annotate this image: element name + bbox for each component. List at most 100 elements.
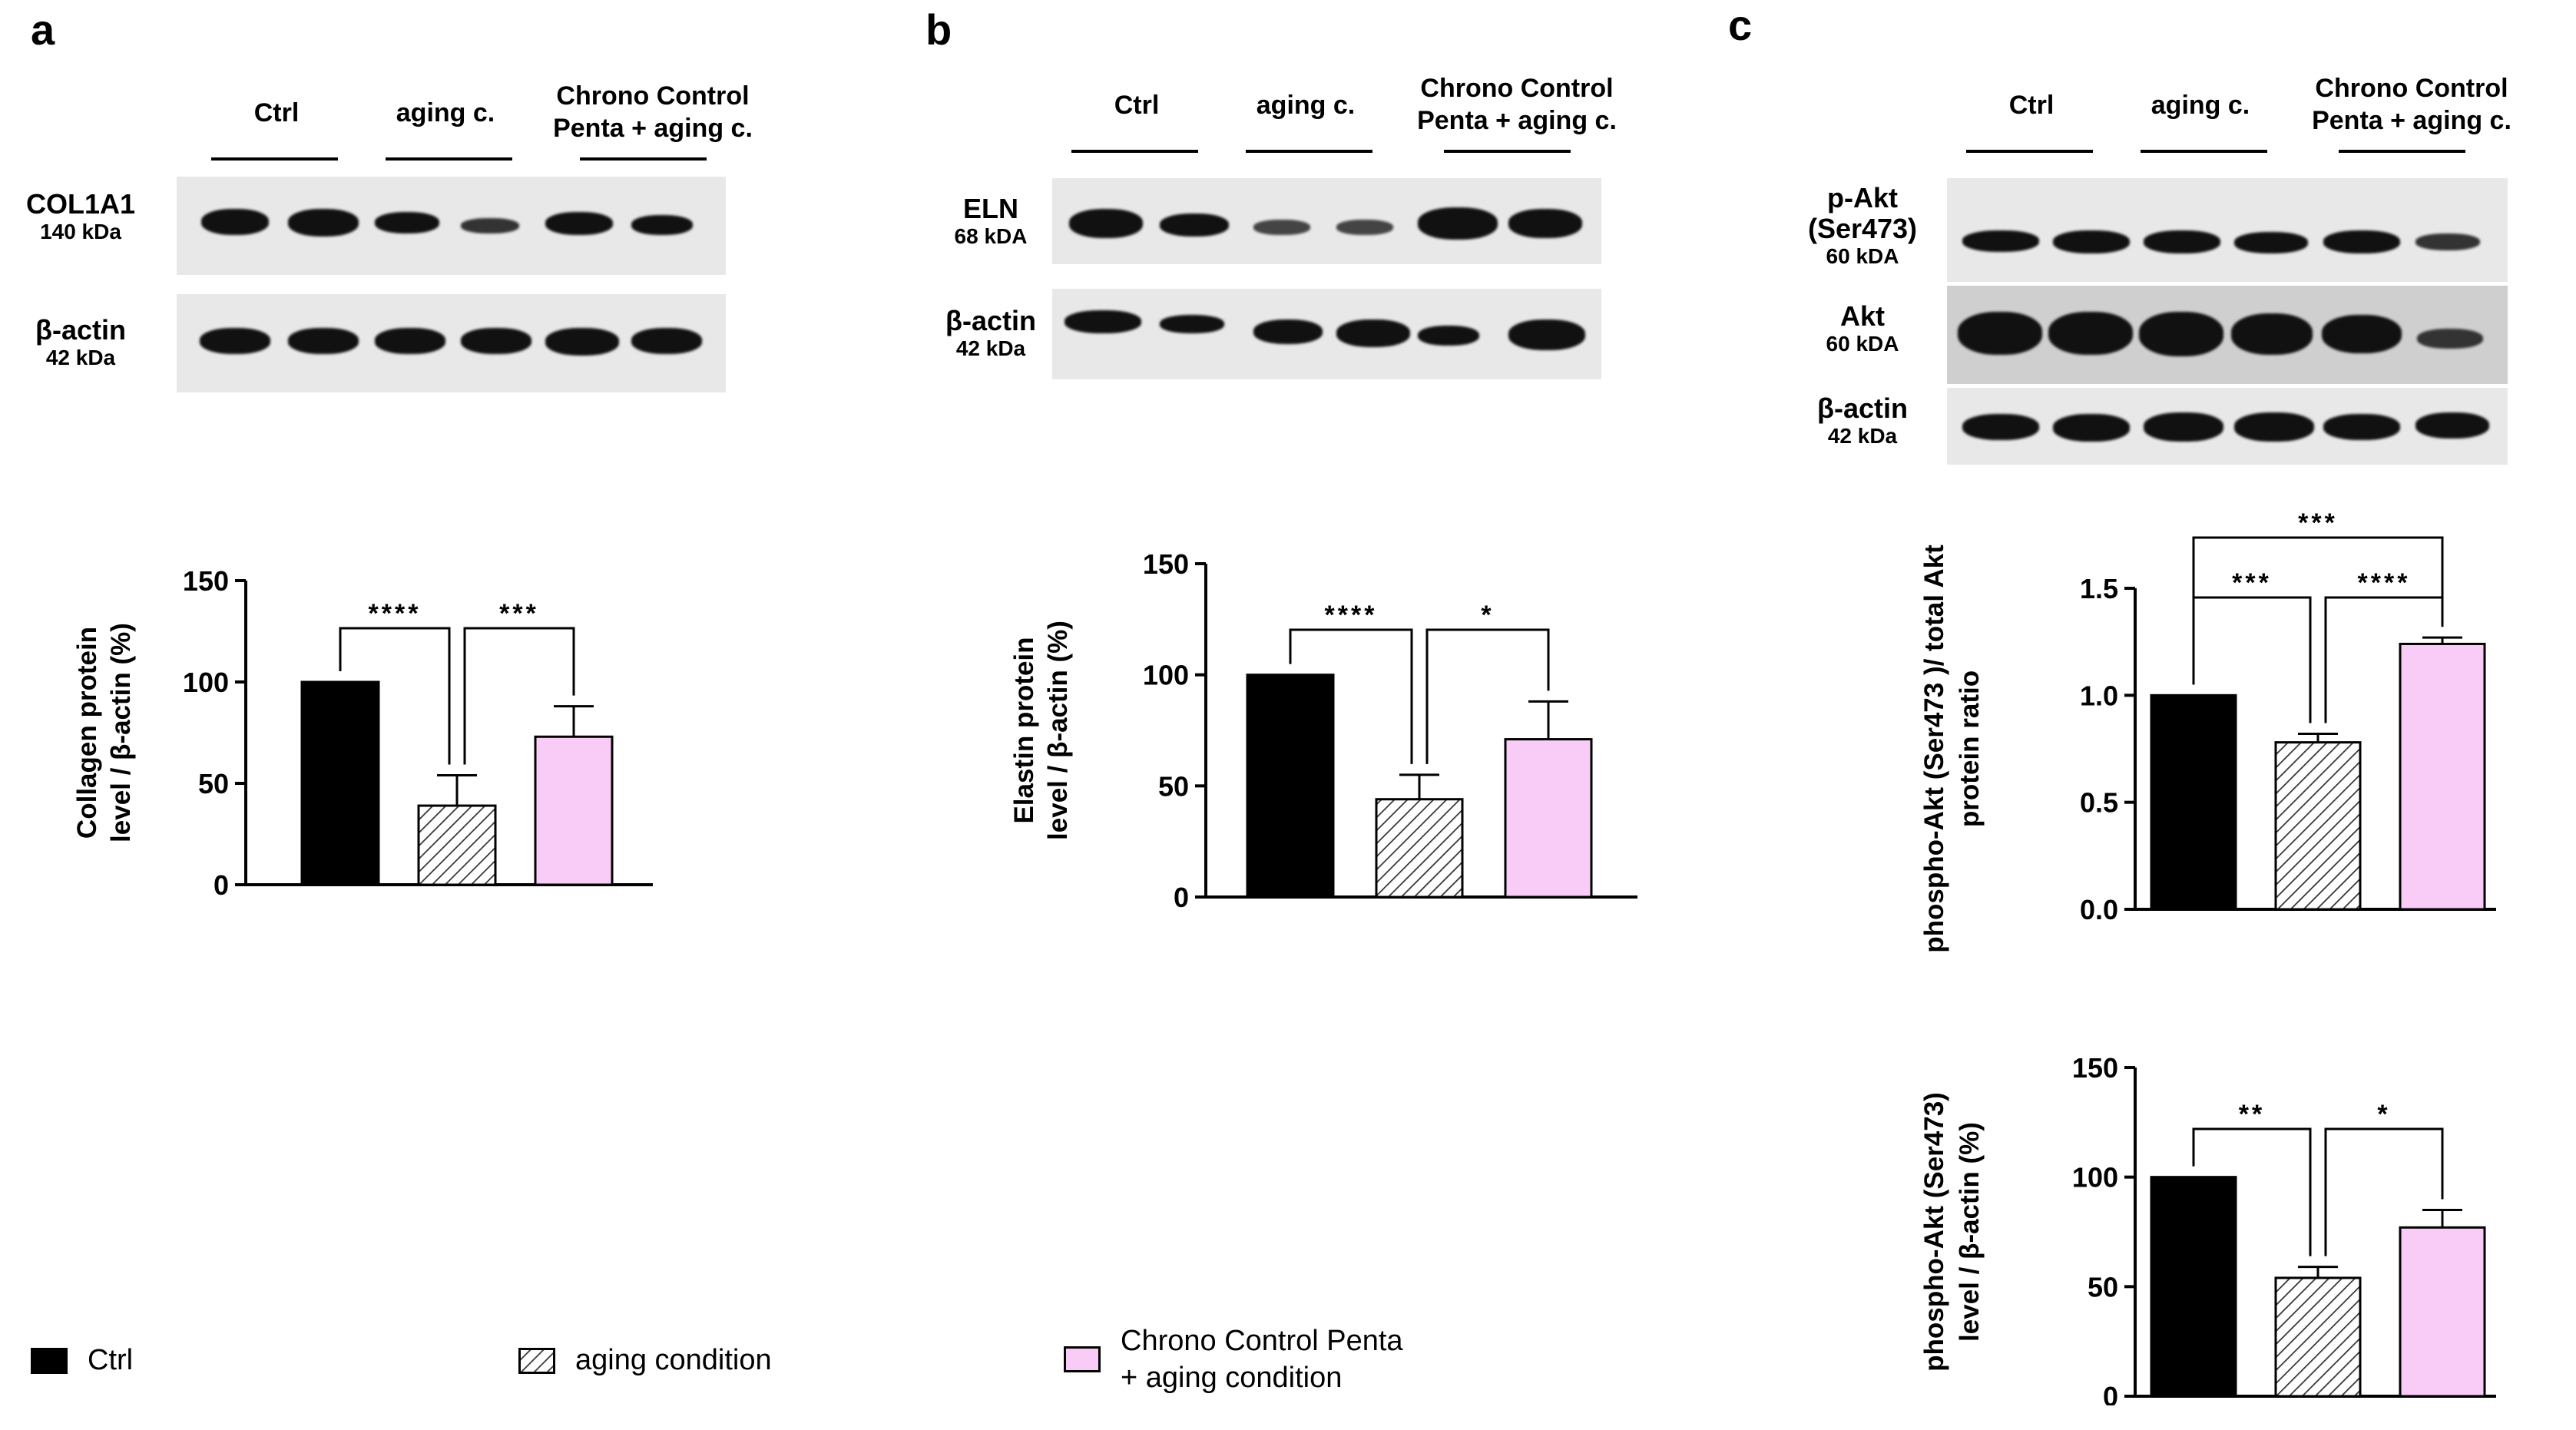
significance-label: *	[2377, 1100, 2390, 1129]
chart-collagen: 0 50 100 150 Collagen protein level / β-actin…	[72, 565, 653, 901]
blot-label-eln: ELN 68 kDA	[954, 193, 1028, 249]
y-axis-label-line2: protein ratio	[1955, 670, 1985, 827]
y-axis-label-line2: level / β-actin (%)	[1955, 1122, 1985, 1342]
bar-aging	[417, 804, 497, 886]
group-label-chrono-1: Chrono Control	[556, 81, 750, 111]
y-axis-label-line1: phospho-Akt (Ser473)	[1919, 1092, 1949, 1372]
legend-item-aging: aging condition	[518, 1344, 772, 1377]
group-label-aging-b: aging c.	[1256, 91, 1356, 120]
blot-actin-c	[1947, 388, 2508, 465]
group-line-aging-c	[2141, 150, 2267, 153]
panel-label-a: a	[31, 5, 55, 54]
blot-label-actin-b: β-actin 42 kDa	[945, 305, 1036, 361]
group-label-chrono-b-2: Penta + aging c.	[1417, 106, 1617, 135]
group-line-ctrl	[211, 157, 338, 161]
group-line-aging	[386, 157, 512, 161]
blot-pakt	[1947, 178, 2508, 282]
y-axis-label: phospho-Akt (Ser473 )/ total Akt protein …	[1919, 545, 1985, 953]
legend-item-ctrl: Ctrl	[31, 1344, 133, 1377]
y-axis-label-line1: phospho-Akt (Ser473 )/ total Akt	[1919, 545, 1949, 953]
y-tick-label: 100	[2072, 1162, 2118, 1193]
group-line-chrono	[580, 157, 707, 161]
significance-label: ***	[2232, 568, 2272, 597]
bar-chrono	[1504, 738, 1593, 899]
group-label-chrono-c-2: Penta + aging c.	[2312, 106, 2511, 135]
y-tick-label: 0	[2103, 1381, 2118, 1405]
significance-bracket	[339, 627, 451, 765]
y-tick-label: 1.0	[2080, 680, 2118, 711]
legend-swatch-chrono	[1064, 1346, 1101, 1372]
blot-actin-b	[1052, 289, 1601, 379]
y-tick-label: 150	[183, 565, 229, 597]
significance-label: ****	[2358, 568, 2411, 597]
group-label-ctrl: Ctrl	[253, 98, 300, 127]
y-tick-label: 50	[2088, 1271, 2118, 1303]
y-tick-label: 0.5	[2080, 787, 2118, 819]
y-tick-label: 0	[214, 869, 229, 901]
bar-ctrl	[300, 680, 380, 886]
blot-label-akt: Akt 60 kDA	[1826, 300, 1899, 356]
chart-pakt-actin: 0 50 100 150 phospho-Akt (Ser473) level / β-a…	[1919, 1052, 2496, 1405]
significance-label: ***	[2298, 508, 2338, 538]
bar-chrono	[2399, 1226, 2486, 1398]
group-label-chrono-b-1: Chrono Control	[1420, 74, 1614, 103]
y-axis-label: Elastin protein level / β-actin (%)	[1009, 621, 1073, 840]
y-tick-label: 100	[1143, 660, 1189, 691]
group-label-ctrl-c: Ctrl	[2008, 91, 2055, 120]
y-axis-label-line2: level / β-actin (%)	[106, 623, 136, 842]
significance-label: **	[2239, 1100, 2265, 1129]
blot-eln	[1052, 178, 1601, 264]
y-axis-label: phospho-Akt (Ser473) level / β-actin (%)	[1919, 1092, 1985, 1372]
group-line-ctrl-c	[1966, 150, 2093, 153]
group-line-aging-b	[1246, 150, 1372, 153]
y-tick-label: 50	[1158, 770, 1189, 802]
y-tick-label: 50	[198, 768, 229, 799]
legend-swatch-ctrl	[31, 1347, 68, 1374]
legend-item-chrono: Chrono Control Penta + aging condition	[1064, 1322, 1403, 1396]
y-tick-label: 1.5	[2080, 573, 2118, 604]
group-label-aging-c: aging c.	[2151, 91, 2250, 120]
significance-bracket	[1289, 628, 1413, 764]
panel-label-c: c	[1728, 1, 1753, 49]
chart-elastin: 0 50 100 150 Elastin protein level / β-actin …	[1009, 548, 1637, 913]
group-label-chrono-c-1: Chrono Control	[2315, 74, 2508, 103]
significance-bracket	[2192, 1127, 2312, 1256]
significance-bracket	[1425, 628, 1550, 764]
y-axis-label: Collagen protein level / β-actin (%)	[72, 623, 136, 842]
y-tick-label: 150	[2072, 1052, 2118, 1084]
panel-label-b: b	[925, 5, 952, 54]
blot-label-col1a1: COL1A1 140 kDa	[25, 188, 136, 244]
y-axis-label-line1: Elastin protein	[1009, 637, 1039, 823]
blot-label-actin-a: β-actin 42 kDa	[35, 314, 126, 370]
y-axis-label-line2: level / β-actin (%)	[1043, 621, 1073, 840]
bar-aging	[1375, 798, 1464, 899]
significance-bracket	[463, 627, 575, 765]
chart-pakt-ratio: 0.0 0.5 1.0 1.5 phospho-Akt (Ser473 )/ total…	[1919, 508, 2496, 953]
significance-bracket	[2192, 536, 2444, 685]
bar-chrono	[2399, 642, 2486, 911]
bar-ctrl	[1246, 674, 1335, 899]
y-tick-label: 150	[1143, 548, 1189, 580]
group-line-chrono-b	[1444, 150, 1571, 153]
y-axis-label-line1: Collagen protein	[72, 627, 102, 839]
significance-label: *	[1481, 601, 1494, 630]
blot-label-pakt: p-Akt (Ser473) 60 kDA	[1807, 182, 1918, 269]
y-tick-label: 100	[183, 667, 229, 698]
bar-chrono	[534, 735, 614, 886]
bar-ctrl	[2150, 693, 2237, 911]
significance-label: ****	[1325, 601, 1378, 630]
group-line-ctrl-b	[1071, 150, 1198, 153]
blot-actin-a	[177, 294, 726, 392]
significance-bracket	[2324, 1127, 2444, 1256]
y-tick-label: 0	[1174, 882, 1189, 913]
group-line-chrono-c	[2339, 150, 2465, 153]
group-label-chrono-2: Penta + aging c.	[553, 114, 753, 143]
legend-swatch-aging	[518, 1347, 555, 1374]
group-label-ctrl-b: Ctrl	[1114, 91, 1160, 120]
bar-aging	[2274, 1276, 2362, 1398]
blot-akt	[1947, 286, 2508, 384]
y-tick-label: 0.0	[2080, 894, 2118, 925]
bar-ctrl	[2150, 1176, 2237, 1398]
group-label-aging: aging c.	[396, 98, 495, 127]
bar-aging	[2274, 741, 2362, 911]
